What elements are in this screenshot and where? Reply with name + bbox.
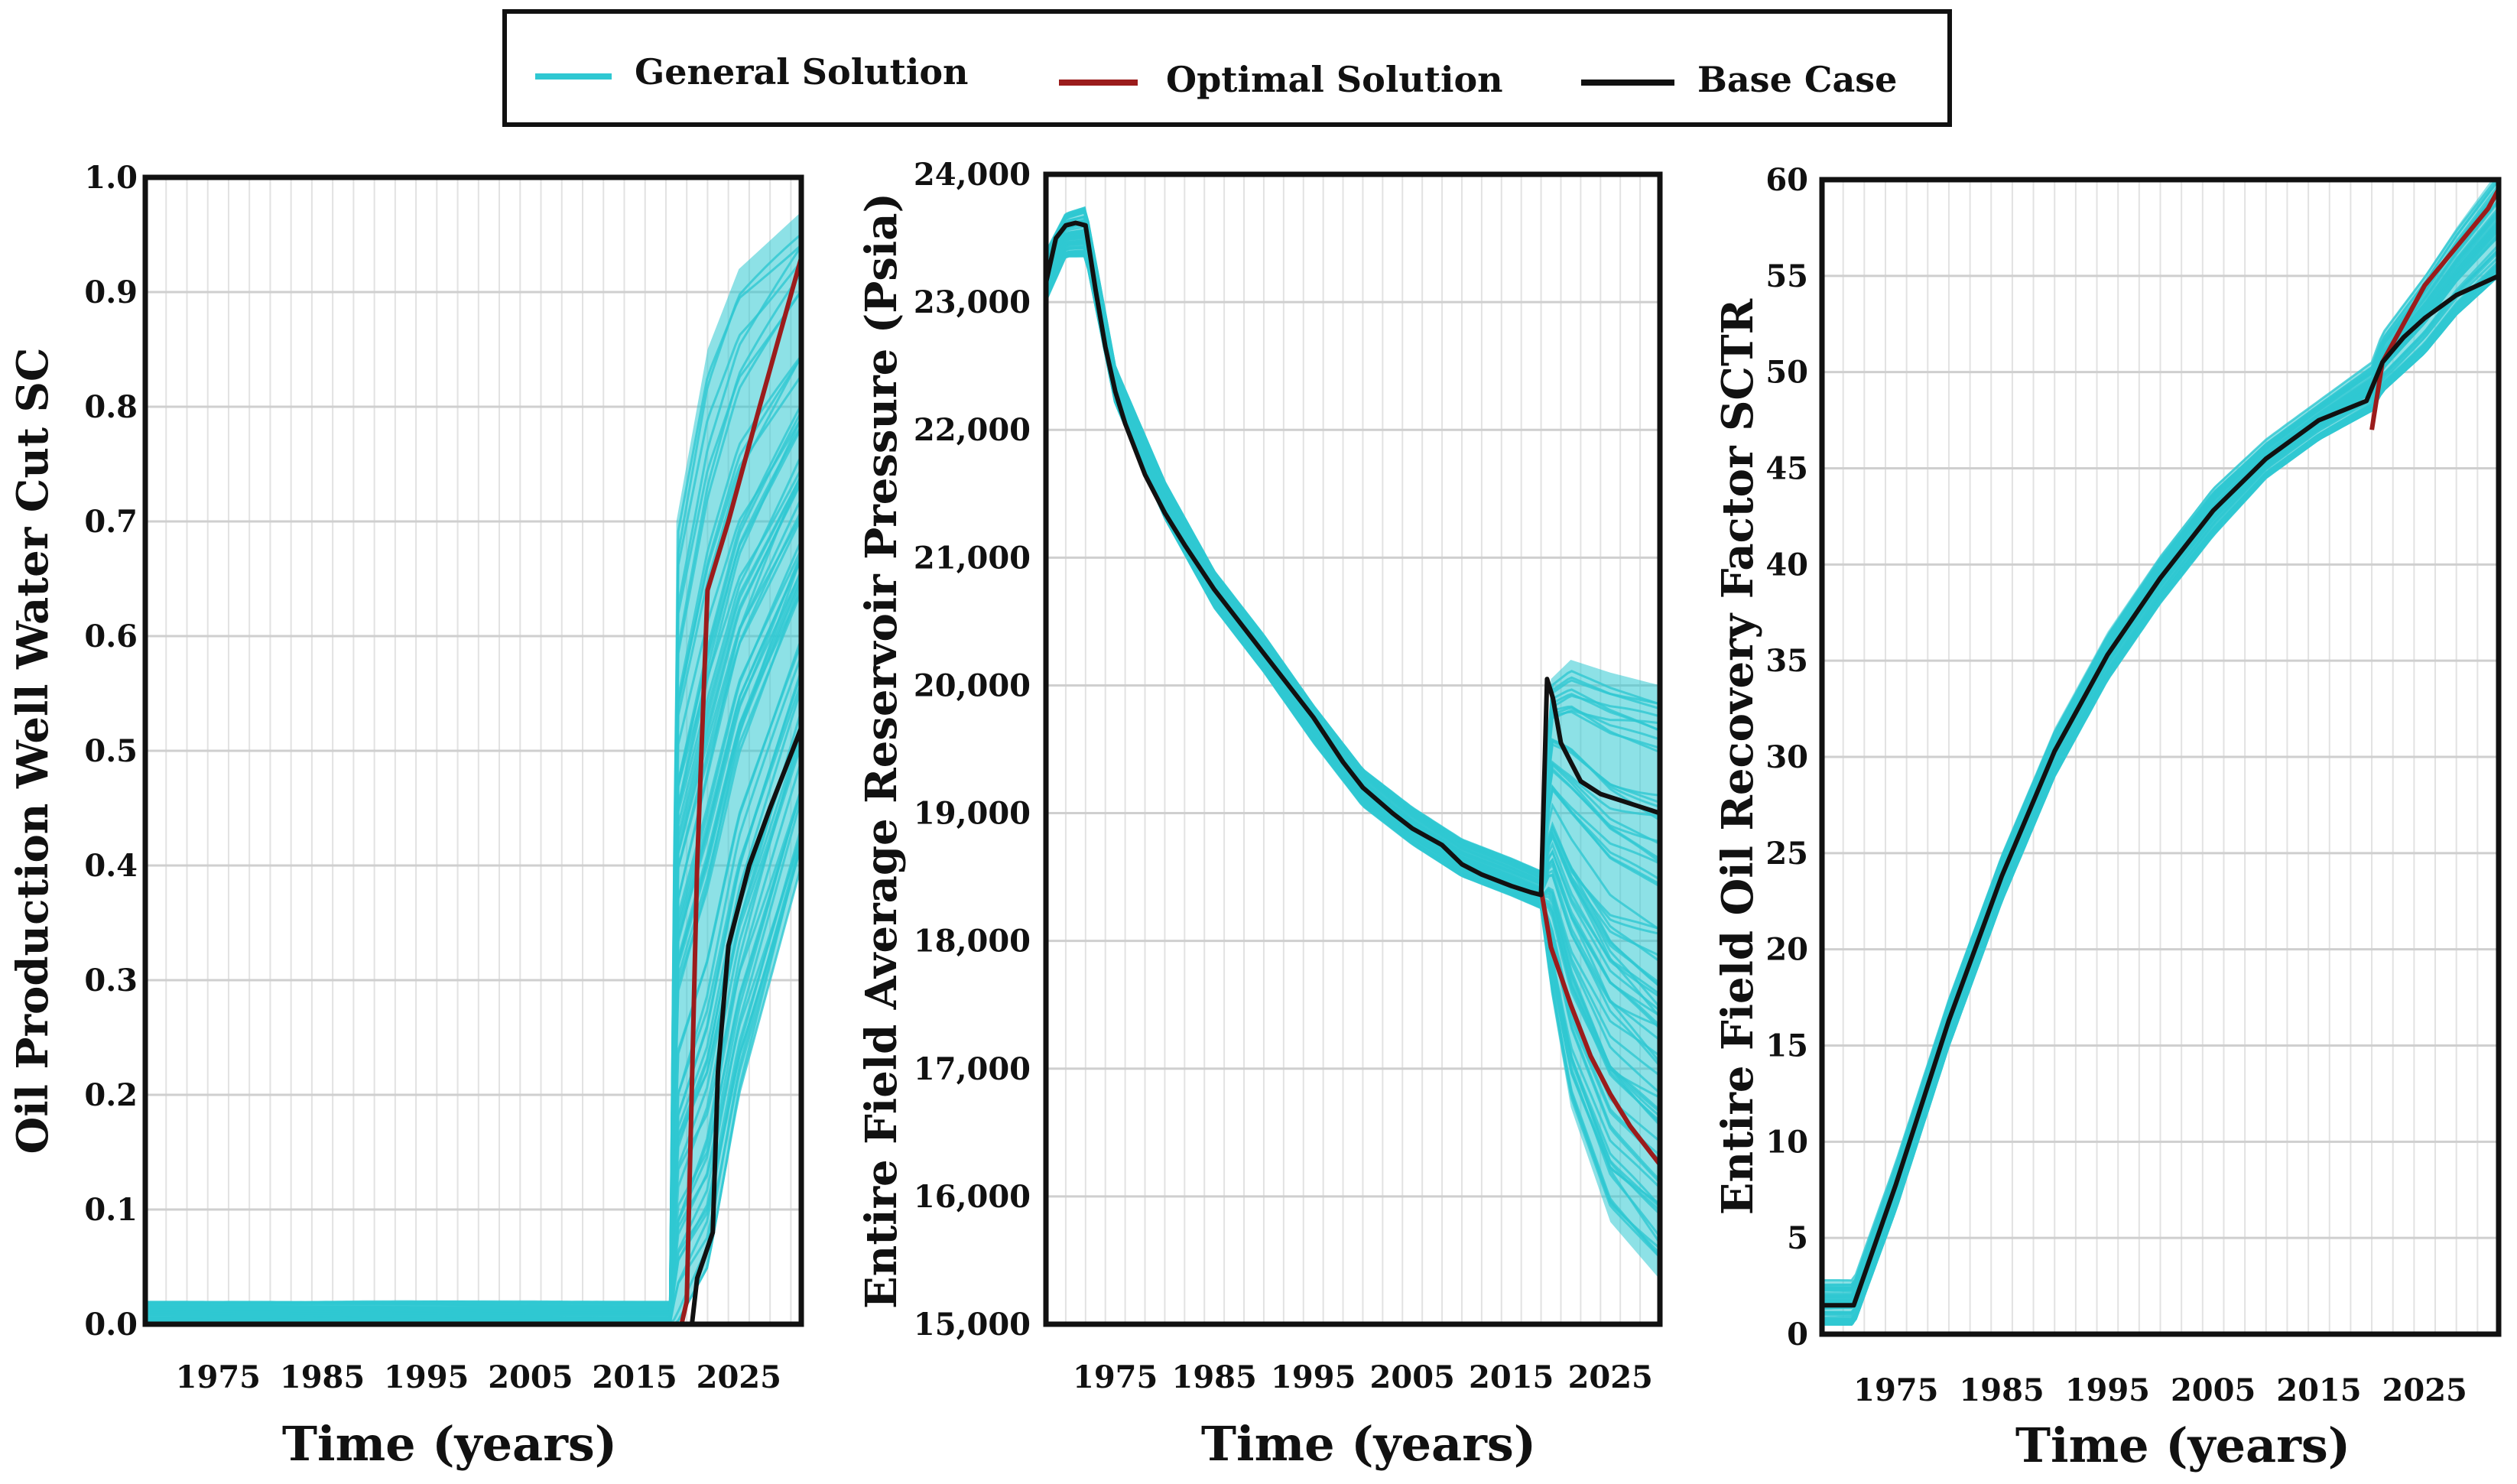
y-tick-label: 0.8	[84, 389, 138, 425]
x-tick-label: 1985	[1172, 1359, 1257, 1395]
y-tick-label: 30	[1765, 739, 1808, 775]
x-tick-label: 2005	[2171, 1372, 2256, 1408]
y-tick-label: 0.3	[84, 963, 138, 999]
general-solution-line	[1046, 207, 1660, 875]
y-tick-label: 60	[1765, 162, 1808, 198]
x-axis-title: Time (years)	[2015, 1417, 2350, 1473]
chart-reservoir-pressure: 15,000 16,000 17,000 18,000 19,000 20,000 21,0…	[856, 157, 1663, 1472]
y-tick-label: 20	[1765, 932, 1808, 968]
x-tick-label: 1975	[176, 1359, 261, 1395]
y-axis-title: Oil Production Well Water Cut SC	[8, 348, 58, 1154]
y-axis-title: Entire Field Average Reservoir Pressure …	[856, 193, 907, 1309]
optimal-solution-line	[1538, 889, 1660, 1166]
x-axis-title: Time (years)	[1201, 1416, 1536, 1472]
general-solution-line	[1046, 215, 1660, 880]
x-tick-label: 1985	[280, 1359, 365, 1395]
y-tick-label: 0.6	[84, 619, 138, 654]
x-tick-label: 1975	[1853, 1372, 1938, 1408]
y-tick-label: 15,000	[914, 1307, 1031, 1343]
x-tick-label: 2005	[1370, 1359, 1455, 1395]
plot-frame	[142, 174, 804, 1327]
y-tick-label: 0.5	[84, 733, 138, 769]
x-tick-label: 1975	[1073, 1359, 1158, 1395]
y-tick-label: 17,000	[914, 1051, 1031, 1087]
y-tick-label: 10	[1765, 1124, 1808, 1160]
y-tick-label: 50	[1765, 355, 1808, 391]
legend-label-general: General Solution	[635, 51, 968, 93]
x-tick-label: 2015	[1469, 1359, 1554, 1395]
y-tick-label: 23,000	[914, 284, 1031, 320]
y-tick-label: 55	[1765, 258, 1808, 294]
general-solution-line	[145, 355, 801, 1309]
general-solution-line	[1822, 263, 2499, 1321]
y-tick-label: 0	[1787, 1317, 1808, 1352]
general-solution-line	[1822, 274, 2499, 1326]
y-tick-label: 0.0	[84, 1307, 138, 1343]
y-tick-label: 24,000	[914, 157, 1031, 193]
legend: General Solution Optimal Solution Base C…	[502, 9, 1952, 127]
y-tick-label: 22,000	[914, 412, 1031, 448]
y-tick-label: 21,000	[914, 540, 1031, 576]
y-tick-label: 19,000	[914, 796, 1031, 832]
general-solution-line	[145, 731, 801, 1323]
base-case-line	[1046, 220, 1660, 898]
x-tick-label: 2015	[592, 1359, 677, 1395]
y-tick-label: 0.7	[84, 504, 138, 540]
y-tick-label: 25	[1765, 836, 1808, 872]
y-tick-label: 35	[1765, 643, 1808, 679]
general-solution-line	[1822, 199, 2499, 1293]
y-tick-label: 15	[1765, 1028, 1808, 1064]
base-case-line	[145, 726, 801, 1324]
y-tick-label: 18,000	[914, 924, 1031, 960]
x-tick-label: 2025	[2382, 1372, 2467, 1408]
general-solution-line	[1046, 239, 1660, 1094]
legend-label-base: Base Case	[1697, 59, 1897, 100]
legend-label-optimal: Optimal Solution	[1166, 59, 1503, 100]
y-tick-label: 5	[1787, 1220, 1808, 1256]
plot-frame	[1819, 177, 2502, 1337]
general-solution-line	[1046, 229, 1660, 935]
x-tick-label: 2025	[1568, 1359, 1653, 1395]
y-tick-label: 0.9	[84, 274, 138, 310]
x-tick-label: 1985	[1959, 1372, 2044, 1408]
general-solution-line	[145, 454, 801, 1311]
optimal-solution-line	[145, 257, 801, 1324]
plot-frame	[1043, 171, 1663, 1327]
chart-water-cut: 0.0 0.1 0.2 0.3 0.4 0.5 0.6 0.7 0.8 0.9 1.0 1975 198…	[8, 160, 804, 1472]
y-tick-label: 1.0	[84, 160, 138, 196]
legend-box	[502, 9, 1952, 127]
general-solution-line	[1822, 180, 2499, 1287]
y-tick-label: 0.2	[84, 1077, 138, 1113]
y-tick-label: 45	[1765, 451, 1808, 487]
x-tick-label: 2015	[2276, 1372, 2361, 1408]
general-solution-line	[145, 424, 801, 1313]
y-tick-label: 0.4	[84, 848, 138, 884]
y-axis-title: Entire Field Oil Recovery Factor SCTR	[1713, 298, 1763, 1215]
general-solution-line	[145, 556, 801, 1315]
x-tick-label: 1995	[384, 1359, 469, 1395]
y-tick-label: 16,000	[914, 1179, 1031, 1215]
x-tick-label: 2025	[697, 1359, 781, 1395]
x-tick-label: 1995	[2065, 1372, 2150, 1408]
general-solution-envelope	[145, 212, 801, 1324]
base-case-line	[1822, 274, 2499, 1308]
y-tick-label: 40	[1765, 547, 1808, 583]
x-tick-label: 2005	[488, 1359, 573, 1395]
y-tick-label: 0.1	[84, 1192, 138, 1228]
y-tick-label: 20,000	[914, 667, 1031, 703]
x-axis-title: Time (years)	[282, 1416, 617, 1472]
x-tick-label: 1995	[1271, 1359, 1356, 1395]
